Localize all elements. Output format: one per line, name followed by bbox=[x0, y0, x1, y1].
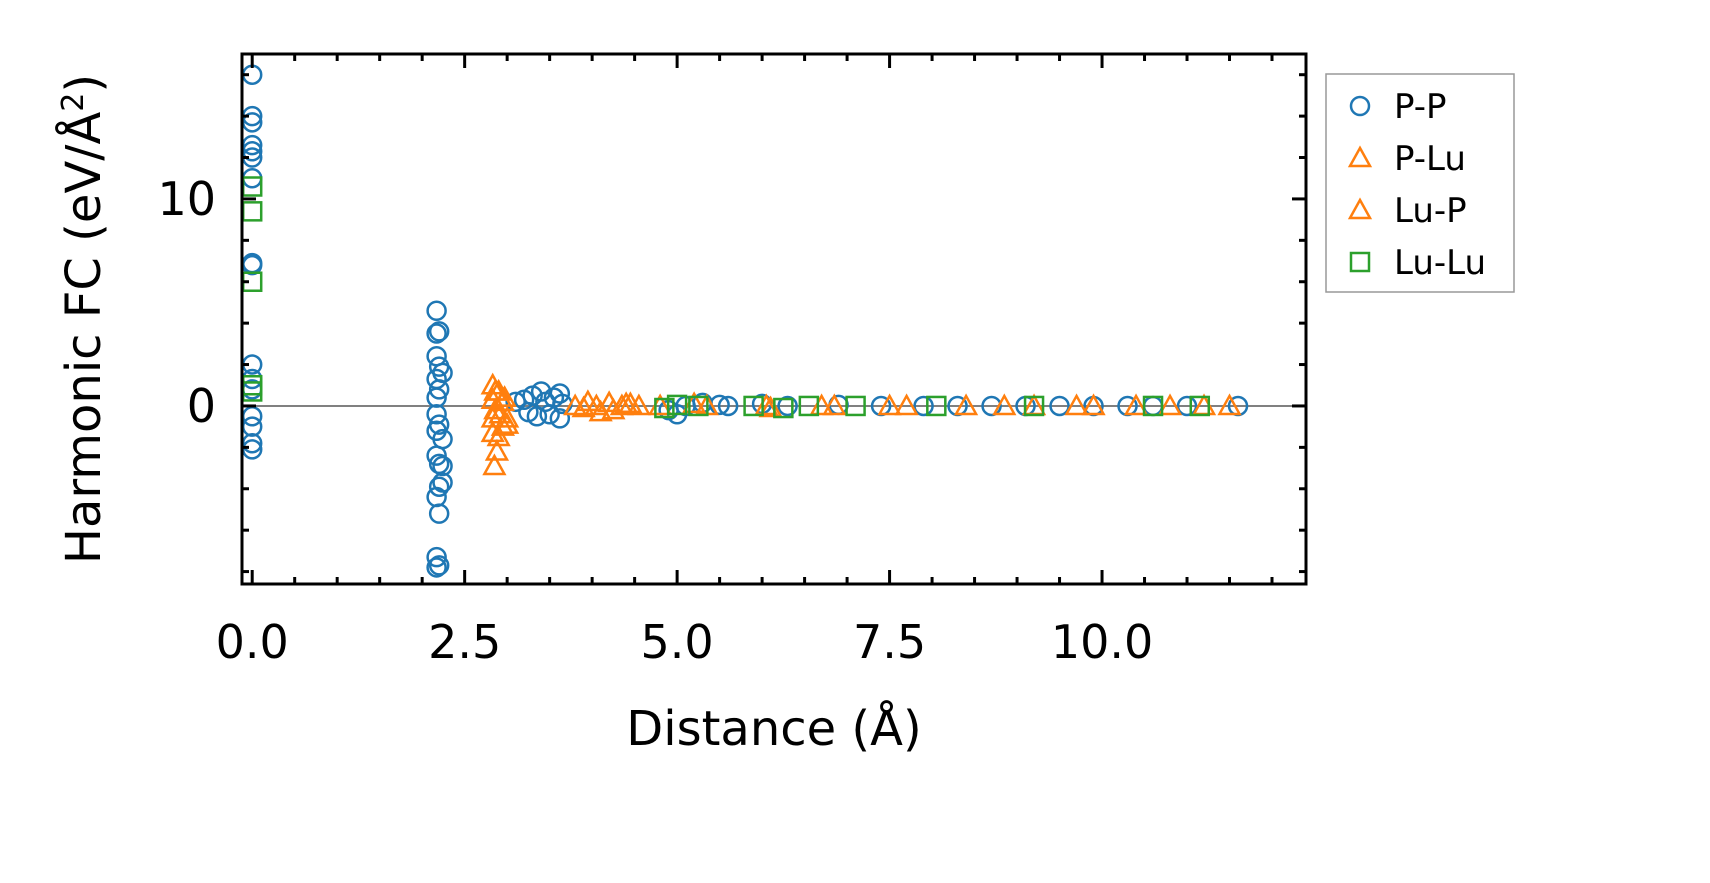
point-p-lu bbox=[482, 453, 507, 476]
point-p-p bbox=[777, 395, 798, 417]
legend-marker-lu-lu bbox=[1349, 251, 1371, 273]
point-lu-p bbox=[1123, 393, 1149, 416]
point-p-p bbox=[549, 383, 571, 404]
point-p-lu bbox=[953, 393, 979, 416]
legend-entry: Lu-Lu bbox=[1349, 243, 1486, 283]
point-p-p bbox=[428, 555, 450, 576]
data-points bbox=[241, 64, 1249, 578]
legend-label: P-Lu bbox=[1394, 139, 1466, 179]
y-tick-label: 10 bbox=[157, 172, 216, 226]
point-p-p bbox=[913, 395, 934, 417]
point-p-lu bbox=[1081, 393, 1106, 416]
legend-label: Lu-Lu bbox=[1394, 243, 1486, 283]
point-lu-p bbox=[495, 405, 520, 428]
legend: P-P P-Lu Lu-P Lu-Lu bbox=[1325, 73, 1515, 293]
point-p-p bbox=[428, 321, 450, 342]
legend-entry: P-Lu bbox=[1347, 139, 1466, 179]
legend-marker-p-lu bbox=[1347, 145, 1373, 168]
point-p-p bbox=[981, 395, 1002, 417]
point-p-p bbox=[426, 557, 447, 578]
point-p-p bbox=[426, 546, 447, 568]
point-p-p bbox=[426, 387, 447, 408]
point-lu-p bbox=[490, 389, 516, 412]
point-lu-lu bbox=[773, 397, 794, 419]
point-p-lu bbox=[626, 393, 651, 416]
point-p-lu bbox=[484, 438, 510, 461]
series-p-lu bbox=[480, 372, 1242, 476]
point-p-lu bbox=[877, 393, 902, 416]
point-lu-p bbox=[614, 391, 639, 414]
x-tick-label: 10.0 bbox=[1051, 615, 1153, 669]
point-lu-lu bbox=[926, 395, 947, 417]
point-p-p bbox=[432, 472, 453, 493]
point-lu-lu bbox=[798, 395, 820, 417]
point-lu-lu bbox=[845, 395, 866, 417]
legend-entry: Lu-P bbox=[1347, 191, 1467, 231]
x-axis-title: Distance (Å) bbox=[626, 700, 921, 757]
point-lu-lu bbox=[1142, 395, 1164, 417]
point-lu-lu bbox=[743, 395, 764, 417]
point-lu-lu bbox=[1189, 395, 1211, 417]
point-lu-p bbox=[584, 393, 609, 416]
x-tick-label: 7.5 bbox=[853, 615, 926, 669]
point-lu-lu bbox=[654, 397, 675, 419]
point-p-p bbox=[549, 408, 571, 429]
point-p-p bbox=[432, 428, 453, 450]
series-lu-lu bbox=[241, 176, 1211, 419]
point-p-p bbox=[539, 403, 560, 425]
x-tick-label: 2.5 bbox=[428, 615, 501, 669]
point-lu-p bbox=[992, 393, 1017, 416]
point-p-p bbox=[428, 414, 450, 435]
x-tick-label: 5.0 bbox=[641, 615, 714, 669]
plot-frame bbox=[240, 52, 1308, 586]
point-lu-lu bbox=[1023, 395, 1045, 417]
point-lu-p bbox=[1064, 393, 1089, 416]
y-axis-title-end: ) bbox=[56, 74, 112, 93]
point-p-p bbox=[241, 416, 263, 437]
point-p-p bbox=[428, 476, 450, 497]
plot-area: 0.0 2.5 5.0 7.5 10.0 0 10 bbox=[157, 52, 1308, 669]
point-lu-p bbox=[571, 395, 596, 418]
point-p-lu bbox=[809, 393, 834, 416]
legend-label: Lu-P bbox=[1394, 191, 1467, 231]
point-p-p bbox=[717, 395, 739, 417]
point-lu-lu bbox=[241, 201, 263, 222]
legend-marker-p-p bbox=[1349, 95, 1371, 117]
point-p-lu bbox=[758, 395, 783, 418]
point-p-p bbox=[1176, 395, 1198, 417]
point-p-p bbox=[426, 323, 447, 344]
point-p-lu bbox=[495, 412, 520, 434]
point-p-p bbox=[432, 455, 453, 477]
point-p-p bbox=[426, 300, 447, 321]
series-p-p bbox=[241, 64, 1249, 578]
y-axis-title: Harmonic FC (eV/Å2) bbox=[55, 74, 112, 564]
point-p-p bbox=[426, 403, 447, 425]
point-p-lu bbox=[1157, 393, 1183, 416]
legend-label: P-P bbox=[1394, 87, 1447, 127]
point-p-p bbox=[428, 503, 450, 524]
series-lu-p bbox=[483, 378, 1217, 447]
point-lu-lu bbox=[666, 394, 688, 416]
y-axis-title-superscript: 2 bbox=[56, 93, 91, 112]
point-p-p bbox=[1049, 395, 1070, 417]
point-p-p bbox=[432, 362, 453, 384]
y-axis-title-main: Harmonic FC (eV/Å bbox=[55, 112, 112, 565]
point-lu-p bbox=[894, 393, 919, 416]
y-tick-label: 0 bbox=[187, 379, 216, 433]
x-tick-label: 0.0 bbox=[216, 615, 289, 669]
point-p-p bbox=[241, 406, 263, 427]
legend-entry: P-P bbox=[1349, 87, 1447, 127]
point-lu-p bbox=[754, 393, 779, 416]
legend-items: P-P P-Lu Lu-P Lu-Lu bbox=[1347, 87, 1486, 283]
point-lu-lu bbox=[688, 395, 709, 417]
point-lu-p bbox=[822, 393, 847, 416]
legend-marker-lu-p bbox=[1347, 197, 1373, 220]
legend-box bbox=[1325, 73, 1515, 293]
point-p-lu bbox=[1217, 393, 1242, 416]
point-lu-p bbox=[486, 424, 511, 447]
axis-ticks: 0.0 2.5 5.0 7.5 10.0 0 10 bbox=[157, 54, 1306, 669]
